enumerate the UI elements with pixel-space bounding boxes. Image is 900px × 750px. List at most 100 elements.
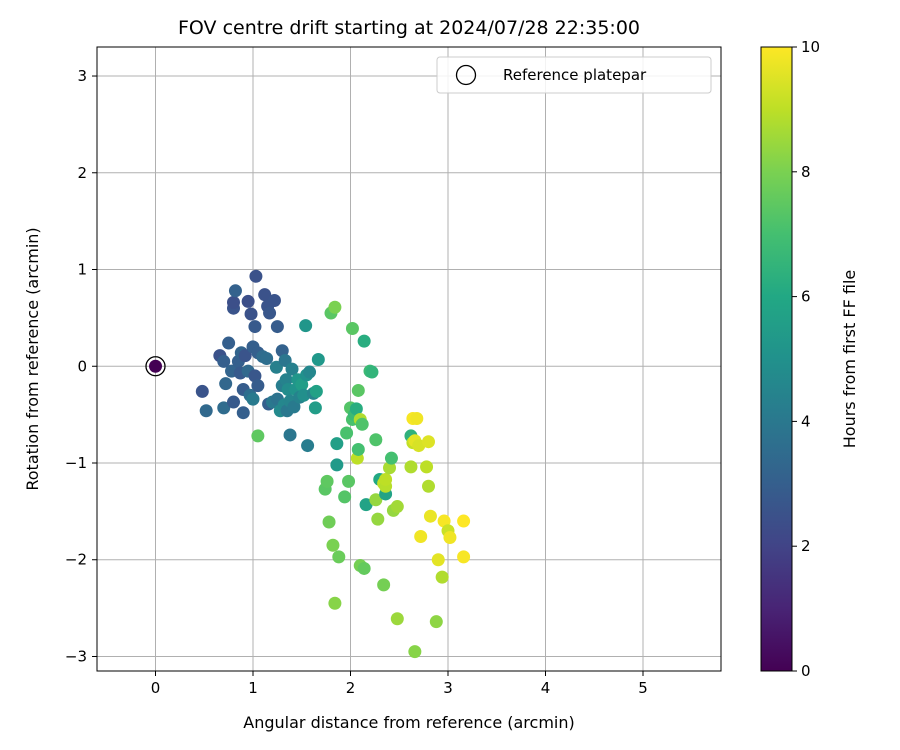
- scatter-point: [251, 429, 265, 443]
- scatter-point: [420, 460, 434, 474]
- scatter-point: [217, 401, 231, 415]
- scatter-point: [330, 437, 344, 451]
- scatter-point: [287, 400, 301, 414]
- scatter-point: [345, 322, 359, 336]
- colorbar-tick-label: 0: [801, 662, 811, 680]
- scatter-point: [379, 472, 393, 486]
- scatter-point: [248, 320, 262, 334]
- x-tick-label: 3: [443, 679, 453, 697]
- scatter-point: [351, 383, 365, 397]
- scatter-point: [303, 365, 317, 379]
- scatter-point: [222, 336, 236, 350]
- scatter-point: [357, 561, 371, 575]
- scatter-point: [443, 530, 457, 544]
- scatter-point: [270, 320, 284, 334]
- scatter-point: [383, 461, 396, 475]
- scatter-point: [377, 578, 391, 592]
- scatter-point: [263, 306, 277, 320]
- x-axis-ticks: 0 1 2 3 4 5: [151, 671, 648, 697]
- reference-point: [145, 356, 166, 377]
- scatter-point: [297, 388, 311, 402]
- scatter-point: [199, 404, 213, 418]
- scatter-point: [404, 460, 418, 474]
- x-tick-label: 2: [346, 679, 356, 697]
- colorbar-tick-label: 10: [801, 38, 820, 56]
- reference-point-fill: [149, 359, 162, 373]
- y-tick-label: −3: [65, 647, 87, 665]
- scatter-point: [251, 379, 265, 393]
- y-tick-label: 2: [77, 164, 87, 182]
- scatter-point: [423, 509, 437, 523]
- y-axis-label: Rotation from reference (arcmin): [23, 227, 42, 490]
- scatter-point: [351, 442, 365, 456]
- scatter-point: [422, 479, 435, 493]
- colorbar-gradient: [760, 46, 793, 672]
- scatter-point: [219, 377, 233, 391]
- scatter-point: [269, 360, 283, 374]
- colorbar-tick-label: 6: [801, 288, 811, 306]
- scatter-point: [244, 307, 258, 321]
- scatter-point: [279, 373, 293, 387]
- legend: Reference platepar: [436, 56, 712, 94]
- x-tick-label: 0: [151, 679, 161, 697]
- scatter-point: [283, 428, 297, 442]
- x-tick-label: 1: [248, 679, 258, 697]
- scatter-point: [322, 515, 336, 529]
- y-tick-label: 3: [77, 67, 87, 85]
- scatter-point: [217, 354, 231, 368]
- scatter-point: [267, 293, 281, 307]
- scatter-point: [412, 439, 426, 453]
- scatter-point: [355, 417, 369, 431]
- scatter-point: [228, 284, 242, 298]
- scatter-point: [342, 474, 356, 488]
- scatter-point: [369, 433, 383, 447]
- data-points: [195, 269, 471, 659]
- scatter-point: [365, 365, 379, 379]
- scatter-point: [238, 349, 252, 363]
- reference-point-ring: [145, 356, 166, 377]
- legend-marker-icon: [455, 64, 477, 86]
- colorbar-label: Hours from first FF file: [840, 270, 859, 449]
- scatter-point: [285, 362, 299, 376]
- scatter-point: [326, 538, 340, 552]
- x-tick-label: 5: [638, 679, 648, 697]
- scatter-point: [338, 490, 352, 504]
- scatter-point: [236, 406, 250, 420]
- scatter-point: [371, 512, 385, 526]
- colorbar-ticks: 0 2 4 6 8 10: [792, 38, 820, 680]
- scatter-point: [301, 439, 315, 453]
- x-tick-label: 4: [541, 679, 551, 697]
- scatter-point: [384, 451, 398, 465]
- scatter-point: [435, 570, 449, 584]
- scatter-point: [357, 334, 371, 348]
- scatter-point: [330, 458, 344, 472]
- scatter-point: [429, 615, 443, 629]
- scatter-point: [431, 553, 445, 567]
- colorbar-tick-label: 8: [801, 163, 811, 181]
- scatter-point: [258, 288, 272, 302]
- scatter-point: [227, 295, 240, 309]
- scatter-point: [249, 269, 263, 283]
- y-tick-label: 1: [77, 261, 87, 279]
- scatter-point: [295, 378, 309, 392]
- x-axis-label: Angular distance from reference (arcmin): [243, 713, 574, 732]
- scatter-point: [260, 352, 274, 366]
- scatter-point: [340, 426, 354, 440]
- y-tick-label: −1: [65, 454, 87, 472]
- scatter-point: [328, 596, 342, 610]
- scatter-point: [390, 612, 404, 626]
- scatter-point: [457, 514, 471, 528]
- scatter-point: [328, 300, 342, 314]
- scatter-point: [311, 352, 325, 366]
- scatter-point: [390, 500, 404, 514]
- scatter-point: [422, 435, 435, 449]
- scatter-point: [408, 645, 422, 659]
- scatter-point: [369, 493, 383, 507]
- scatter-point: [332, 550, 346, 564]
- scatter-point: [299, 319, 313, 333]
- y-tick-label: 0: [77, 357, 87, 375]
- colorbar-tick-label: 2: [801, 537, 811, 555]
- legend-label: Reference platepar: [503, 66, 647, 84]
- scatter-point: [457, 550, 471, 564]
